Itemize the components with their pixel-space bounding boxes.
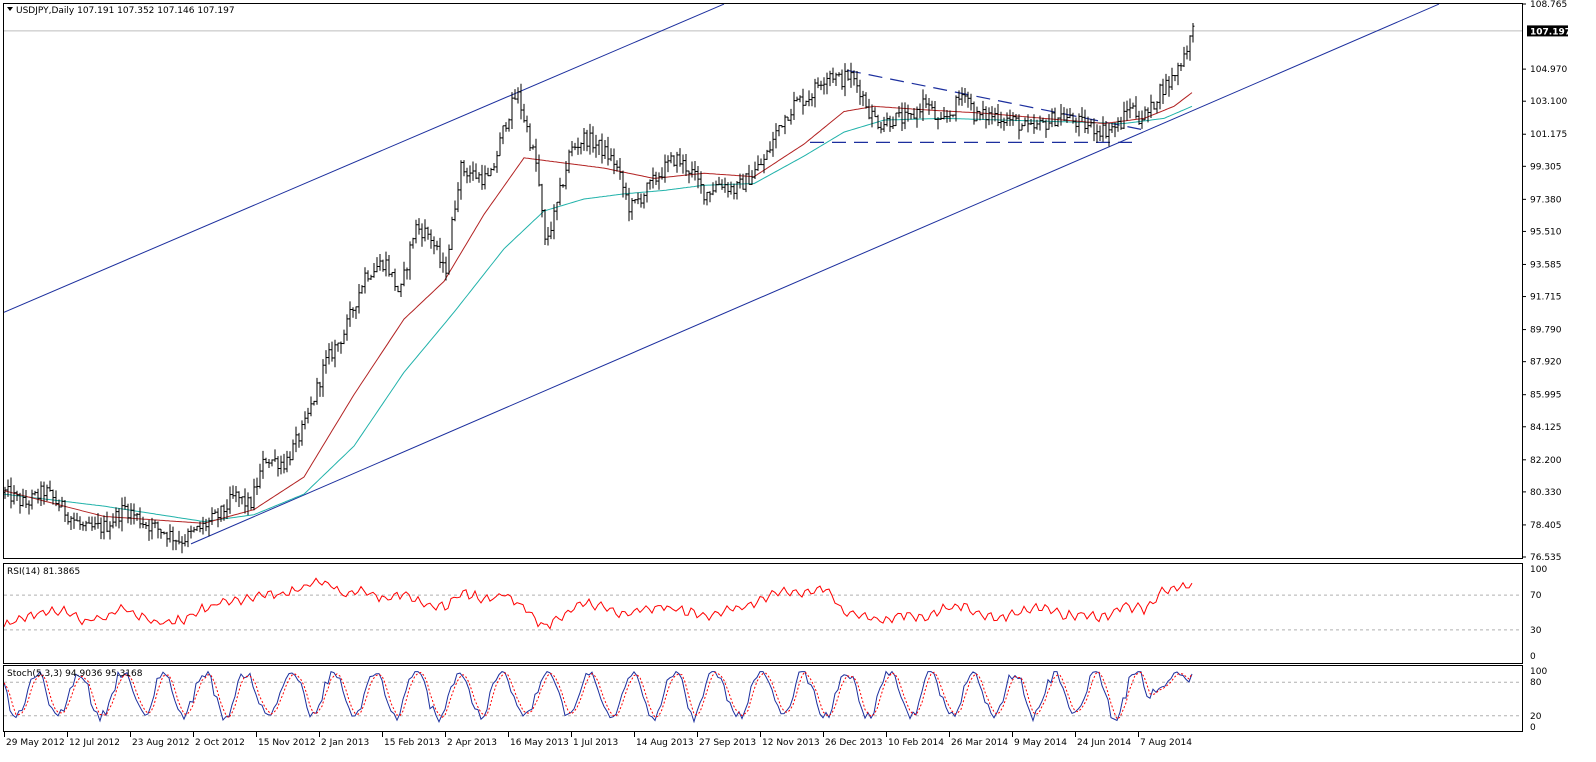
price-bars [4,22,1195,554]
price-tick-label: 91.715 [1530,293,1562,303]
price-tick-label: 101.175 [1530,130,1567,140]
date-tick-label: 27 Sep 2013 [699,738,756,748]
date-tick-label: 7 Aug 2014 [1140,738,1192,748]
date-tick-label: 2 Jan 2013 [321,738,369,748]
date-tick-label: 12 Jul 2012 [69,738,120,748]
date-tick-label: 26 Dec 2013 [825,738,883,748]
date-tick-label: 14 Aug 2013 [636,738,694,748]
stoch-tick-label: 100 [1530,667,1547,677]
price-tick-label: 89.790 [1530,326,1562,336]
trendlines [4,4,1440,545]
date-tick-label: 10 Feb 2014 [888,738,944,748]
date-axis: 29 May 2012 12 Jul 2012 23 Aug 2012 2 Oct 2… [4,732,1192,748]
date-tick-label: 15 Nov 2012 [258,738,316,748]
date-tick-label: 16 May 2013 [510,738,569,748]
ma-fast-line [4,92,1193,524]
price-tick-label: 99.305 [1530,162,1562,172]
price-tick-label: 93.585 [1530,260,1562,270]
price-tick-label: 97.380 [1530,195,1562,205]
stoch-tick-label: 0 [1530,723,1536,733]
date-tick-label: 15 Feb 2013 [384,738,440,748]
trendline [4,4,725,313]
date-tick-label: 24 Jun 2014 [1077,738,1131,748]
rsi-line-path [4,577,1193,630]
date-tick-label: 26 Mar 2014 [951,738,1008,748]
dropdown-triangle-icon[interactable] [7,7,13,11]
price-tick-label: 104.970 [1530,65,1567,75]
price-tick-label: 103.100 [1530,97,1567,107]
price-tick-label: 87.920 [1530,358,1562,368]
date-tick-label: 9 May 2014 [1014,738,1067,748]
date-tick-label: 2 Oct 2012 [195,738,245,748]
chart-header: USDJPY,Daily 107.191 107.352 107.146 107… [16,6,235,16]
price-tick-label: 82.200 [1530,456,1562,466]
price-tick-label: 76.535 [1530,553,1562,563]
rsi-line [4,577,1193,630]
price-tick-label: 80.330 [1530,488,1562,498]
main-pane-frame [3,3,1523,559]
moving-averages [4,92,1193,524]
date-tick-label: 12 Nov 2013 [762,738,820,748]
stoch-levels [4,681,1522,717]
rsi-axis: 100 70 30 0 [1530,565,1547,662]
rsi-tick-label: 30 [1530,626,1542,636]
rsi-tick-label: 70 [1530,591,1542,601]
rsi-header: RSI(14) 81.3865 [7,567,80,577]
price-tick-label: 84.125 [1530,423,1562,433]
date-tick-label: 1 Jul 2013 [573,738,618,748]
stoch-tick-label: 80 [1530,678,1542,688]
price-tick-label: 78.405 [1530,521,1562,531]
stoch-lines [4,670,1193,724]
date-tick-label: 2 Apr 2013 [447,738,497,748]
date-tick-label: 23 Aug 2012 [132,738,190,748]
rsi-tick-label: 100 [1530,565,1547,575]
stoch-main-line [4,670,1193,724]
stoch-pane-frame [3,665,1523,732]
price-tick-label: 108.765 [1530,0,1567,10]
price-tick-label: 85.995 [1530,391,1562,401]
price-axis: 108.765 104.970 103.100 101.175 99.305 97.380… [1522,0,1567,563]
rsi-pane-frame [3,563,1523,664]
ma-slow-line [4,105,1193,523]
rsi-levels [4,594,1522,631]
trendline [846,69,1147,131]
trendline [190,4,1440,545]
last-price-label: 107.197 [1530,27,1571,37]
date-tick-label: 29 May 2012 [6,738,65,748]
stoch-signal-line [4,670,1193,720]
price-tick-label: 95.510 [1530,227,1562,237]
last-price-tag: 107.197 [1527,25,1571,37]
stoch-tick-label: 20 [1530,712,1542,722]
rsi-tick-label: 0 [1530,652,1536,662]
stoch-header: Stoch(5,3,3) 94.9036 95.3168 [7,669,143,679]
